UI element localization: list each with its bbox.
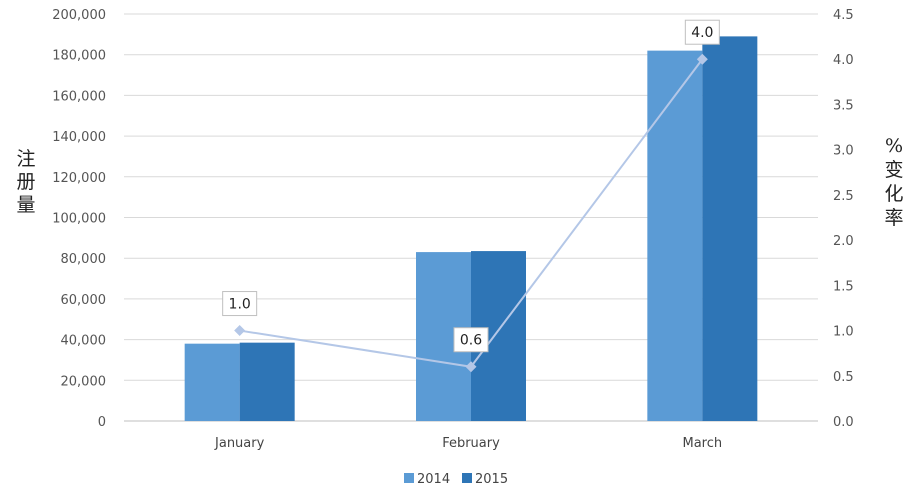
legend-swatch: [462, 473, 472, 483]
bar-2015-march: [702, 36, 758, 421]
y2-tick-label: 0.5: [833, 370, 854, 385]
y-tick-label: 100,000: [52, 212, 106, 227]
x-tick-label: January: [214, 436, 265, 451]
data-label-box: [684, 19, 720, 45]
y2-tick-label: 4.5: [833, 8, 854, 23]
x-tick-label: February: [442, 436, 500, 451]
y2-axis-ticks: 0.0 0.5 1.0 1.5 2.0 2.5 3.0 3.5 4.0 4.5: [833, 8, 854, 430]
change-marker: [696, 53, 708, 65]
y-tick-label: 140,000: [52, 130, 106, 145]
y-tick-label: 180,000: [52, 49, 106, 64]
legend-label: 2015: [475, 472, 508, 487]
x-axis-categories: January February March: [214, 436, 722, 451]
x-tick-label: March: [683, 436, 723, 451]
y-tick-label: 60,000: [61, 293, 107, 308]
data-label-box: [453, 327, 489, 353]
y2-axis-title: %变化率: [884, 135, 903, 229]
y2-tick-label: 4.0: [833, 53, 854, 68]
y2-axis-title-char: 率: [884, 207, 903, 229]
bars: [184, 36, 758, 421]
y2-axis-title-char: 化: [884, 183, 903, 205]
bar-2014-march: [647, 50, 703, 421]
data-label: 0.6: [460, 333, 482, 349]
y-tick-label: 200,000: [52, 8, 106, 23]
y2-axis-title-char: %: [885, 135, 903, 157]
bar-2014-january: [184, 343, 240, 421]
y2-tick-label: 3.5: [833, 98, 854, 113]
data-label: 4.0: [691, 25, 713, 41]
y-axis-ticks: 0 20,000 40,000 60,000 80,000 100,000 120,000 1…: [52, 8, 106, 430]
y-tick-label: 40,000: [61, 334, 107, 349]
change-line: 1.0 0.6 4.0: [222, 19, 720, 373]
data-label-box: [222, 291, 258, 317]
y2-tick-label: 1.0: [833, 325, 854, 340]
y-tick-label: 160,000: [52, 89, 106, 104]
y-tick-label: 120,000: [52, 171, 106, 186]
y-axis-title: 注册量: [16, 148, 35, 216]
y-tick-label: 0: [98, 415, 106, 430]
y-axis-title-char: 注: [16, 148, 35, 170]
legend-swatch: [404, 473, 414, 483]
bar-2015-january: [239, 342, 295, 421]
y2-tick-label: 2.5: [833, 189, 854, 204]
y2-tick-label: 0.0: [833, 415, 854, 430]
y-axis-title-char: 册: [16, 171, 35, 193]
y-tick-label: 80,000: [61, 252, 107, 267]
y2-tick-label: 3.0: [833, 144, 854, 159]
y2-tick-label: 2.0: [833, 234, 854, 249]
data-label: 1.0: [229, 297, 251, 313]
y2-axis-title-char: 变: [884, 159, 903, 181]
y-tick-label: 20,000: [61, 374, 107, 389]
legend: 2014 2015: [404, 472, 508, 487]
y-axis-title-char: 量: [16, 194, 35, 216]
legend-label: 2014: [417, 472, 450, 487]
change-marker: [234, 325, 246, 337]
change-marker: [465, 361, 477, 373]
y2-tick-label: 1.5: [833, 279, 854, 294]
